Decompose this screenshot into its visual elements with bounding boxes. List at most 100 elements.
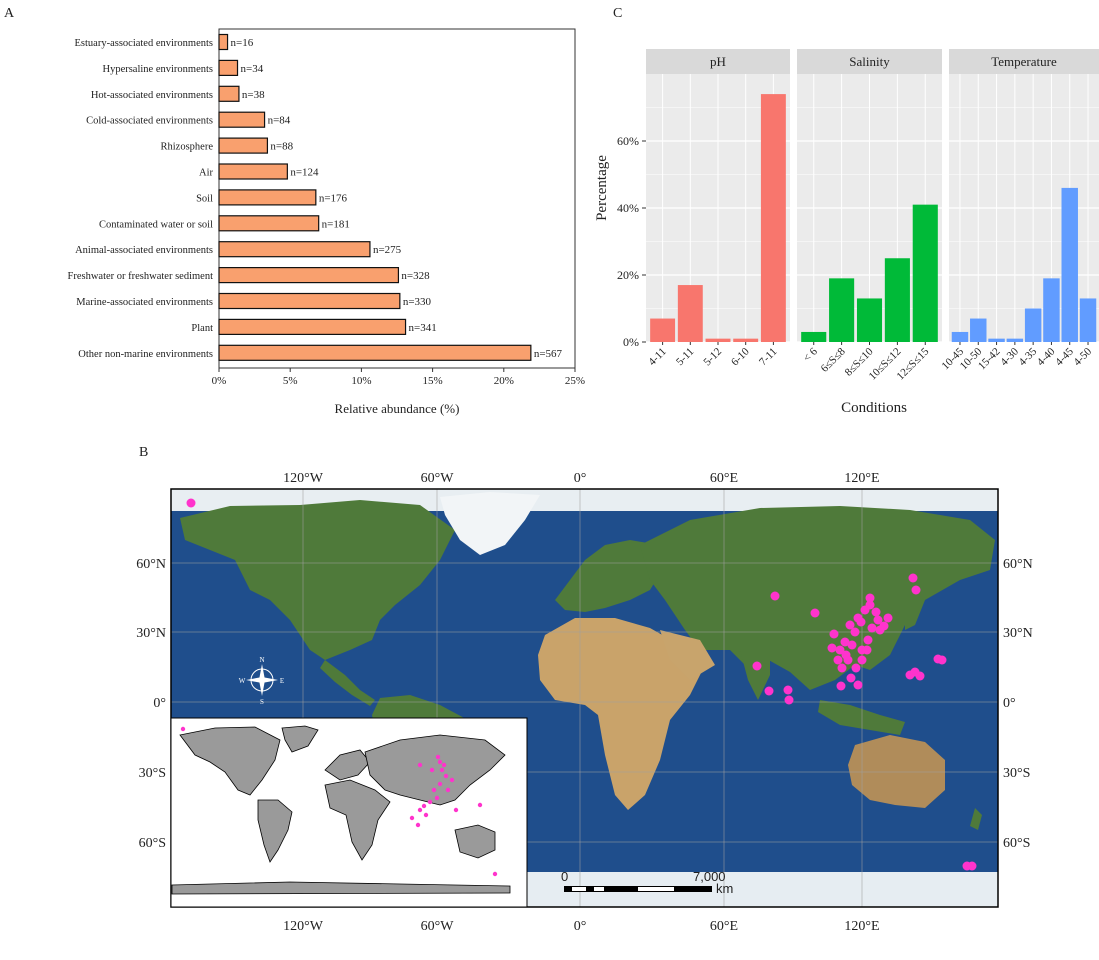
sampling-point [908, 573, 918, 583]
panel-a-x-tick-label: 0% [212, 375, 227, 387]
map-coordinate-label: 60°E [710, 919, 738, 934]
sampling-point [937, 655, 947, 665]
inset-sampling-point [429, 767, 435, 773]
panel-letter-c: C [613, 6, 622, 21]
inset-sampling-point [409, 815, 415, 821]
panel-a-bar [218, 111, 266, 128]
compass-east-label: E [280, 677, 284, 685]
map-right-latitude-labels: 60°N 30°N 0° 30°S 60°S [1003, 557, 1033, 851]
panel-a-category-label: Estuary-associated environments [75, 38, 214, 49]
scale-bar-segment [572, 887, 586, 891]
continent-europe [555, 540, 665, 612]
sampling-point [810, 608, 820, 618]
inset-antarctica [171, 881, 511, 895]
sampling-point [836, 681, 846, 691]
panel-c-x-tick-label: 6-10 [729, 345, 752, 368]
panel-c-y-tick-label: 20% [617, 268, 639, 282]
panel-a-data-label: n=176 [319, 192, 348, 204]
map-coordinate-label: 0° [153, 696, 166, 711]
panel-a-bar [218, 241, 371, 258]
sampling-point [865, 600, 875, 610]
panel-a-data-label: n=124 [290, 167, 319, 179]
inset-sampling-point [453, 807, 459, 813]
sampling-point [840, 637, 850, 647]
panel-c-bar [801, 331, 827, 342]
panel-a-bar [218, 318, 407, 335]
panel-a-category-label: Freshwater or freshwater sediment [68, 271, 214, 282]
compass-north-label: N [259, 656, 264, 664]
scale-bar-segment [594, 887, 604, 891]
inset-sampling-point [492, 871, 498, 877]
sampling-point [857, 655, 867, 665]
panel-a-category-labels: Estuary-associated environments Hypersali… [68, 38, 214, 360]
map-coordinate-label: 30°S [139, 766, 166, 781]
map-bottom-longitude-labels: 120°W 60°W 0° 60°E 120°E [283, 919, 879, 934]
panel-a-category-label: Hot-associated environments [91, 90, 213, 101]
map-coordinate-label: 0° [574, 919, 587, 934]
inset-continents [171, 725, 511, 895]
panel-a-category-label: Contaminated water or soil [99, 219, 213, 230]
panel-c-x-tick-label: 4-35 [1017, 345, 1040, 368]
panel-c-bar [951, 331, 969, 342]
panel-letter-a: A [4, 6, 15, 21]
panel-letter-b: B [139, 445, 148, 460]
sampling-point [186, 498, 196, 508]
continent-north-america [180, 500, 455, 660]
sampling-point [879, 621, 889, 631]
panel-a-category-label: Air [199, 168, 214, 179]
panel-c-bar [988, 338, 1005, 342]
panel-c-bar [970, 318, 987, 342]
panel-c-y-tick-label: 60% [617, 134, 639, 148]
panel-c-bar [677, 285, 703, 342]
panel-a-data-label: n=275 [373, 244, 402, 256]
panel-a-bar [218, 292, 401, 310]
sampling-point [829, 629, 839, 639]
sampling-point [873, 615, 883, 625]
panel-a-bar [218, 344, 532, 361]
map-coordinate-label: 60°S [139, 836, 166, 851]
panel-a-bar [218, 163, 288, 180]
panel-b-world-map: 120°W 60°W 0° 60°E 120°E 120°W 60°W 0° 60°E 120°… [136, 471, 1032, 934]
inset-sampling-point [437, 759, 443, 765]
panel-a-data-label: n=328 [401, 270, 430, 282]
inset-sampling-point [445, 787, 451, 793]
region-se-asia-islands [818, 700, 905, 735]
panel-a-x-tick-label: 20% [494, 375, 514, 387]
compass-south-label: S [260, 698, 264, 706]
inset-south-america [257, 799, 293, 863]
scale-bar-unit: km [716, 881, 733, 896]
map-coordinate-label: 60°E [710, 471, 738, 486]
map-coordinate-label: 0° [1003, 696, 1016, 711]
sampling-point [752, 661, 762, 671]
panel-a-bar [218, 137, 269, 154]
map-coordinate-label: 60°W [421, 919, 455, 934]
panel-c-bar [829, 278, 855, 342]
panel-a-category-label: Marine-associated environments [76, 297, 213, 308]
panel-a-bar [218, 189, 317, 206]
inset-sampling-point [434, 795, 440, 801]
map-coordinate-label: 120°W [283, 919, 324, 934]
inset-sampling-point [431, 787, 437, 793]
panel-a-data-label: n=16 [231, 37, 254, 49]
sampling-point [783, 685, 793, 695]
inset-greenland [281, 725, 319, 753]
inset-map [170, 717, 528, 908]
facet-strip-label: Temperature [991, 54, 1057, 69]
panel-a-x-tick-label: 15% [423, 375, 443, 387]
panel-a-category-label: Soil [196, 193, 213, 204]
sampling-point [863, 635, 873, 645]
panel-c-bar [733, 338, 759, 342]
panel-a-data-label: n=341 [409, 322, 437, 334]
map-coordinate-label: 120°W [283, 471, 324, 486]
map-coordinate-label: 30°N [1003, 626, 1033, 641]
inset-sampling-point [417, 762, 423, 768]
map-left-latitude-labels: 60°N 30°N 0° 30°S 60°S [136, 557, 166, 851]
panel-a-data-label: n=84 [268, 115, 291, 127]
inset-asia [364, 734, 506, 806]
sampling-point [833, 655, 843, 665]
inset-africa [324, 779, 391, 861]
panel-c-x-tick-label: 4-30 [998, 345, 1021, 368]
sampling-point [764, 686, 774, 696]
region-japan [905, 585, 925, 630]
